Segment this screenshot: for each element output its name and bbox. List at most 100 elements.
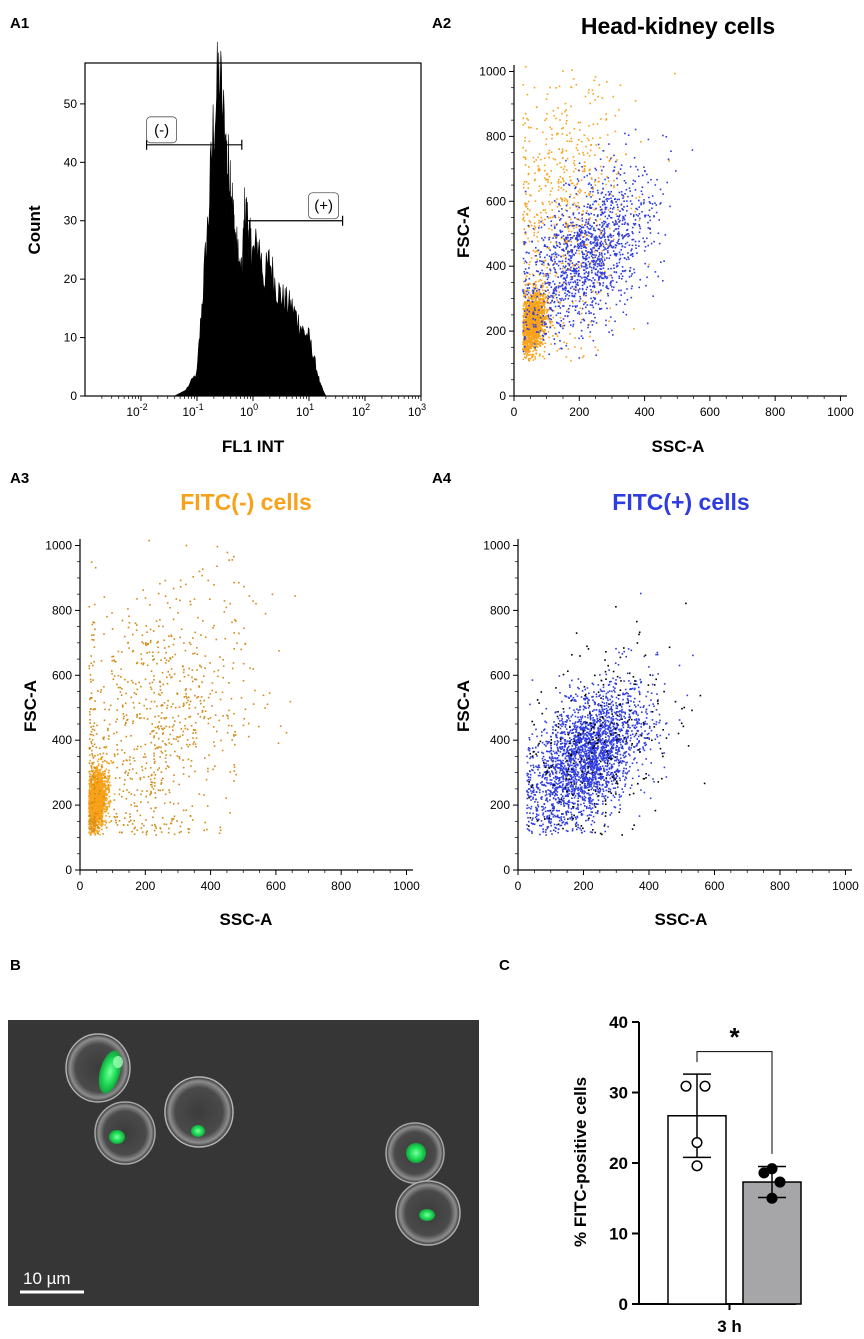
scatter-point [533,316,535,319]
scatter-point [579,275,582,278]
scatter-point [543,350,546,353]
scatter-point [599,241,601,244]
scatter-point [538,185,541,187]
scatter-point [99,777,101,779]
scatter-point [621,278,623,280]
scatter-point [621,245,624,248]
scatter-point [534,309,536,311]
scatter-point [93,809,96,812]
scatter-point [559,260,561,263]
scatter-point [536,260,538,263]
scatter-point [575,193,578,195]
scatter-point [526,333,528,335]
scatter-point [101,764,103,766]
scatter-point [632,255,634,258]
scatter-point [560,166,563,169]
scatter-point [560,236,563,239]
scatter-point [522,343,525,346]
scatter-point [95,815,98,818]
scatter-point [544,236,546,239]
scatter-point [576,305,578,307]
scatter-point [583,154,585,156]
scatter-point [556,245,559,247]
scatter-point [621,193,623,196]
scatter-point [609,157,612,160]
scatter-point [547,289,549,291]
scatter-point [531,329,533,332]
scatter-point [605,225,607,228]
scatter-point [594,200,597,202]
scatter-point [626,210,628,212]
scatter-point [550,343,552,345]
scatter-points-a3 [88,539,296,836]
scatter-point [589,304,592,306]
scatter-point [553,294,556,297]
scatter-point [595,254,597,257]
scatter-point [558,148,561,150]
scatter-point [604,211,606,213]
scatter-point [649,227,651,230]
scatter-point [526,346,528,349]
scatter-point [592,254,595,256]
scatter-point [91,794,93,796]
scatter-point [525,321,527,323]
scatter-point [591,285,594,288]
scatter-point [524,280,526,282]
scatter-point [99,787,102,790]
scatter-point [545,317,547,319]
scatter-point [612,234,615,237]
scatter-point [525,181,528,183]
scatter-point [552,291,555,293]
scatter-point [604,215,607,218]
scatter-point [569,179,572,182]
scatter-point [638,231,641,233]
scatter-point [611,200,613,203]
scatter-point [523,316,525,319]
scatter-point [541,318,543,320]
scatter-point [556,335,559,337]
scatter-point [618,238,620,241]
scatter-point [527,173,530,176]
scatter-point [96,818,99,821]
scatter-point [581,166,583,168]
scatter-point [534,314,536,316]
scatter-point [576,183,578,186]
scatter-point [562,282,565,284]
scatter-point [90,764,92,767]
scatter-point [568,291,571,294]
scatter-point [541,219,544,222]
scatter-point [598,258,601,260]
scatter-point [531,341,533,343]
scatter-point [590,184,592,186]
scatter-point [527,284,529,286]
scatter-point [538,317,540,319]
scatter-point [105,788,107,790]
scatter-point [526,309,529,311]
scatter-point [103,797,105,800]
scatter-point [552,264,554,266]
scatter-point [594,297,596,300]
scatter-point [614,320,616,323]
scatter-point [540,309,543,312]
scatter-point [108,791,110,794]
scatter-point [528,297,530,300]
scatter-point [643,166,645,168]
scatter-point [540,321,543,323]
scatter-point [613,271,616,273]
scatter-point [534,287,537,290]
scatter-point [588,251,590,253]
scatter-point [557,189,560,191]
scatter-point [561,200,563,202]
scatter-point [597,214,599,216]
scatter-point [578,152,580,155]
scatter-point [563,184,565,186]
scatter-point [522,186,525,189]
scatter-point [616,253,618,255]
scatter-point [524,112,527,115]
scatter-point [610,204,612,206]
scatter-point [538,290,541,293]
scatter-point [527,350,530,353]
scatter-point [644,246,647,248]
scatter-point [552,245,555,247]
scatter-point [531,356,534,358]
